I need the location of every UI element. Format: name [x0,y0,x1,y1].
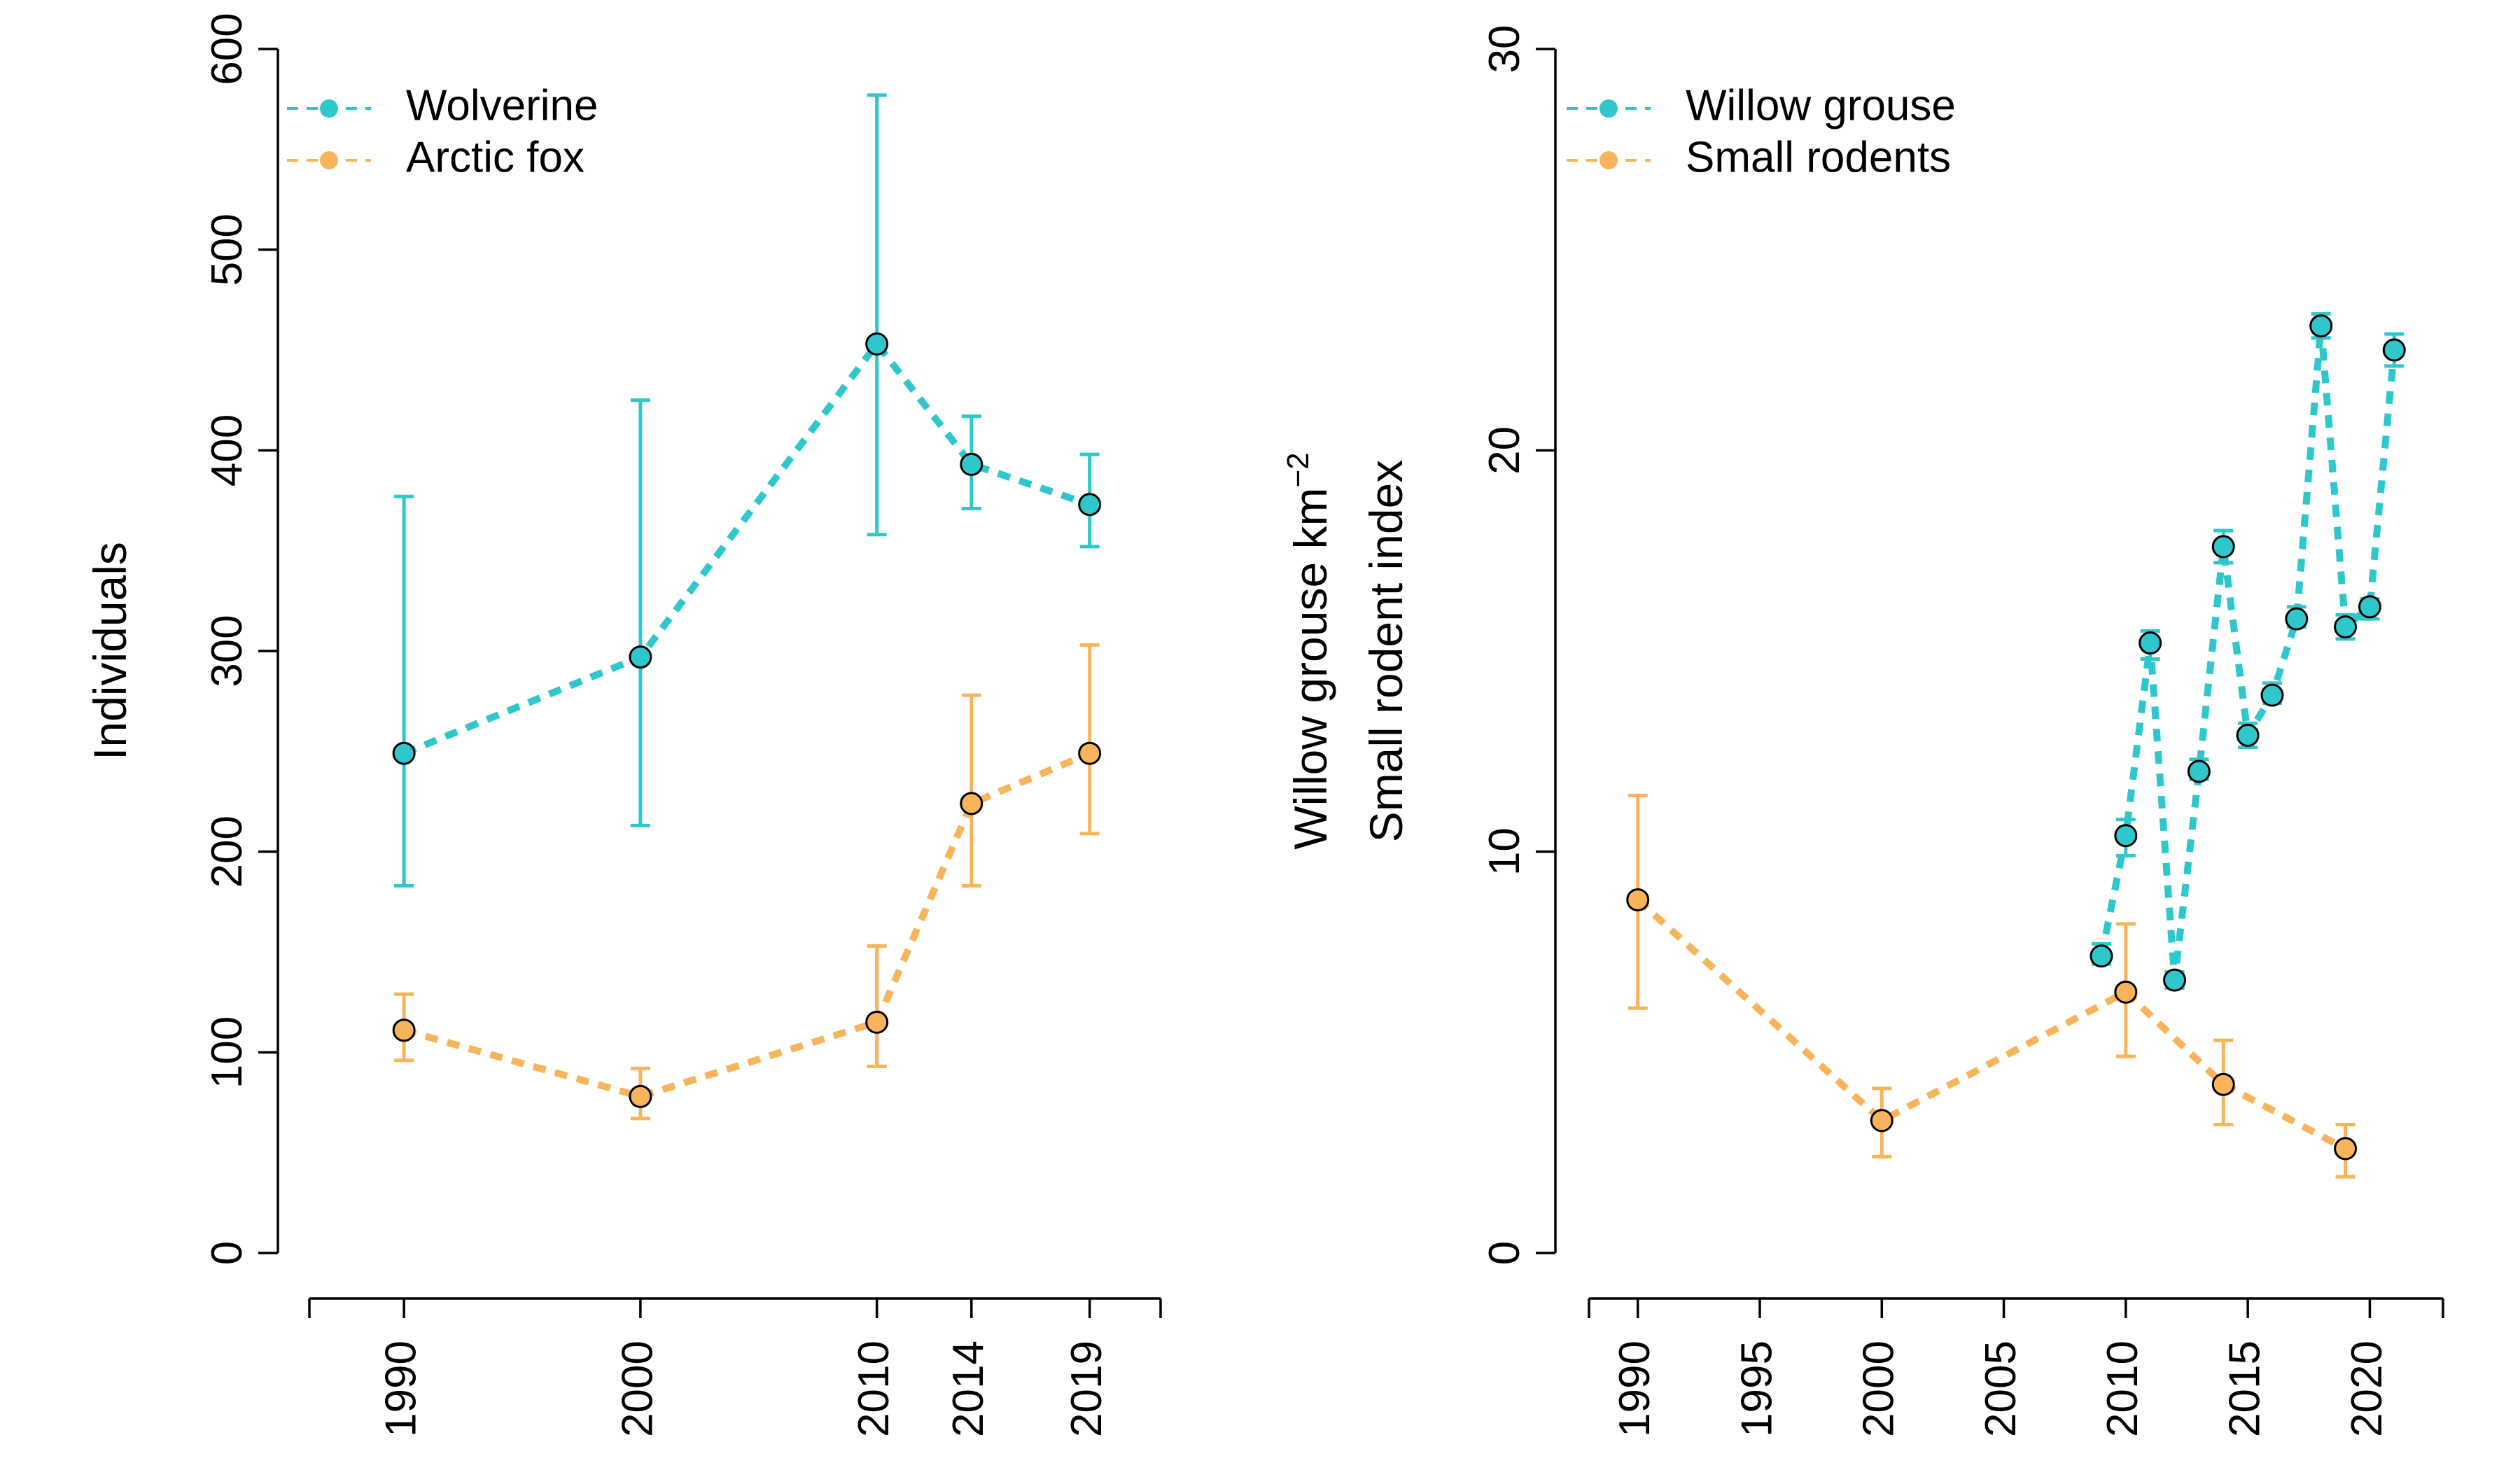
data-point [1626,888,1650,911]
y-tick-label: 10 [1480,827,1529,876]
left-panel: 0 100 200 300 400 500 600 1990 2000 2010 2014 2019 I… [84,13,1162,1437]
legend-label: Wolverine [406,81,598,130]
data-point [1870,1109,1893,1133]
series-line [1635,897,2347,1152]
data-point [865,1010,889,1034]
data-point [629,1084,652,1108]
y-tick-label: 30 [1480,25,1529,74]
data-point [2163,968,2187,992]
data-point [960,792,983,816]
data-point [2358,595,2381,619]
data-point [392,741,416,765]
y-axis-title-line: Small rodent index [1360,460,1412,843]
series-line [402,338,1091,757]
data-point [865,332,889,356]
data-point [392,1018,416,1042]
x-tick-label: 2020 [2343,1340,2391,1437]
data-point [2260,683,2284,707]
x-tick-label: 2005 [1977,1340,2025,1437]
data-point [2236,723,2260,747]
data-point [2187,760,2211,783]
legend-label: Willow grouse [1686,81,1956,130]
data-point [2114,980,2138,1004]
x-tick-label: 2010 [850,1340,898,1437]
y-tick-label: 0 [203,1241,251,1265]
x-tick-label: 2000 [1855,1340,1903,1437]
x-tick-label: 2010 [2099,1340,2147,1437]
y-tick-label: 0 [1480,1241,1529,1265]
y-tick-label: 100 [203,1016,251,1088]
data-point [2138,631,2162,655]
legend-marker [1600,151,1618,169]
y-tick-label: 600 [203,13,251,85]
legend-label: Arctic fox [406,133,584,181]
y-tick-label: 200 [203,816,251,888]
data-point [2334,615,2358,639]
x-tick-label: 1990 [1611,1340,1659,1437]
x-tick-label: 2019 [1063,1340,1111,1437]
legend-marker [320,151,338,169]
y-axis-title-text: Willow grouse km [1284,488,1336,850]
x-tick-label: 1990 [377,1340,425,1437]
y-tick-label: 300 [203,615,251,687]
legend-marker [320,99,338,118]
x-tick-label: 2000 [613,1340,662,1437]
y-axis-title-line: Willow grouse km−2 [1281,452,1336,849]
y-tick-label: 500 [203,214,251,286]
data-point [2090,944,2113,968]
y-axis-title: Individuals [84,542,136,760]
data-point [1078,741,1102,765]
data-point [2309,314,2333,338]
data-point [629,645,652,669]
y-tick-label: 400 [203,414,251,486]
y-tick-label: 20 [1480,426,1529,475]
right-panel: 0 10 20 30 1990 1995 2000 2005 2010 2015 2020 Willo… [1281,25,2444,1437]
x-tick-label: 2015 [2221,1340,2269,1437]
data-point [960,452,983,476]
data-point [2211,535,2235,559]
y-axis-title-superscript: −2 [1281,452,1315,487]
y-axis-title-text: Small rodent index [1360,460,1412,843]
legend-marker [1600,99,1618,118]
data-point [2211,1072,2235,1096]
series-line [402,750,1091,1100]
legend-label: Small rodents [1686,133,1951,181]
data-point [1078,493,1102,517]
data-point [2334,1137,2358,1161]
data-point [2382,338,2406,362]
data-point [2114,824,2138,848]
x-tick-label: 1995 [1732,1340,1781,1437]
x-tick-label: 2014 [944,1340,993,1437]
data-point [2285,607,2309,631]
